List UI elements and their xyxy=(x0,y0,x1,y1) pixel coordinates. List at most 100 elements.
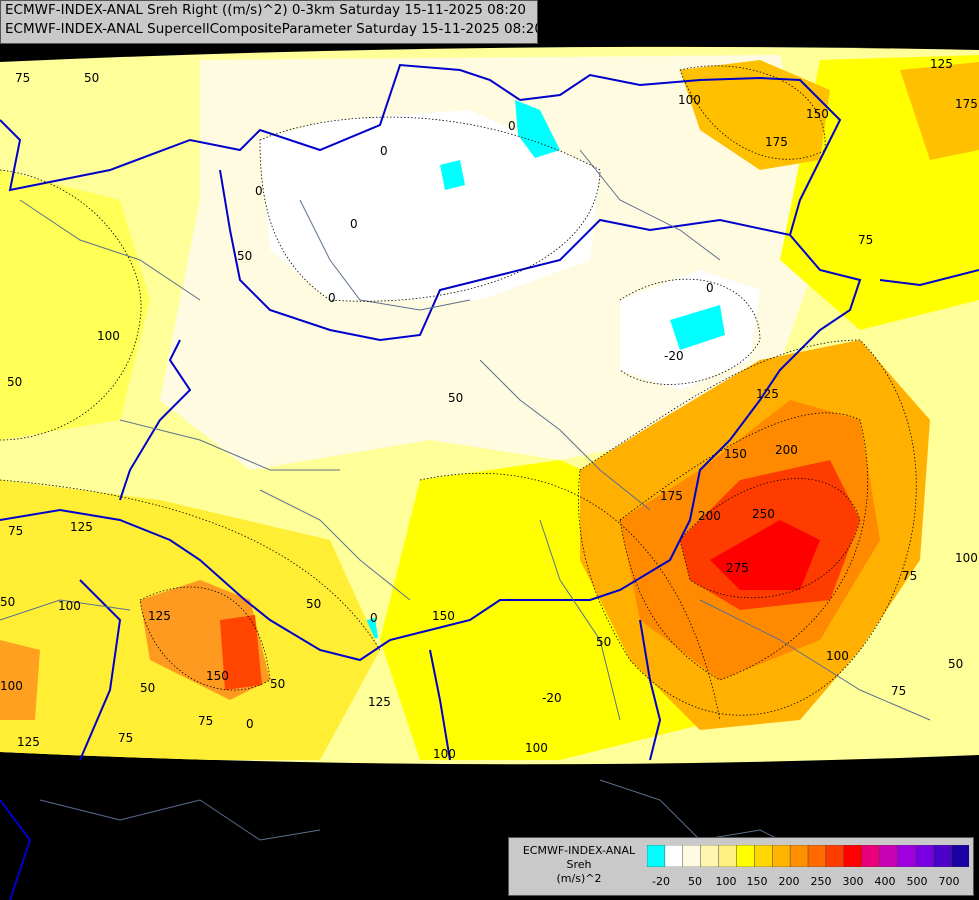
contour-label: 50 xyxy=(7,375,22,389)
legend-title: ECMWF-INDEX-ANAL Sreh (m/s)^2 xyxy=(515,844,643,886)
legend-tick: 400 xyxy=(874,875,896,888)
contour-label: 50 xyxy=(948,657,963,671)
legend-swatch xyxy=(789,845,809,867)
contour-label: 50 xyxy=(0,595,15,609)
contour-label: 100 xyxy=(955,551,978,565)
country-borders xyxy=(0,63,979,900)
legend-tick: 500 xyxy=(906,875,928,888)
sreh-negative-area xyxy=(440,160,465,190)
contour-label: 200 xyxy=(698,509,721,523)
contour-label: 50 xyxy=(596,635,611,649)
legend-tick: 150 xyxy=(746,875,768,888)
contour-label: 75 xyxy=(15,71,30,85)
legend-swatch xyxy=(950,845,969,867)
legend-swatch xyxy=(843,845,863,867)
contour-label: 75 xyxy=(198,714,213,728)
legend-swatch xyxy=(897,845,917,867)
legend-tick: -20 xyxy=(652,875,670,888)
contour-label: 50 xyxy=(140,681,155,695)
legend-swatch xyxy=(807,845,827,867)
contour-label: 100 xyxy=(525,741,548,755)
sreh-band-min xyxy=(260,110,600,300)
legend-swatch xyxy=(825,845,845,867)
contour-label: 100 xyxy=(678,93,701,107)
sreh-band-red-core xyxy=(710,520,820,590)
legend-colorbar xyxy=(647,845,969,867)
contour-label: 50 xyxy=(306,597,321,611)
legend-swatch xyxy=(647,845,666,867)
legend-tick: 200 xyxy=(778,875,800,888)
contour-label: 125 xyxy=(148,609,171,623)
header-line-sreh: ECMWF-INDEX-ANAL Sreh Right ((m/s)^2) 0-… xyxy=(5,2,527,18)
sreh-band-orange-high xyxy=(680,60,830,170)
rivers-and-provinces xyxy=(0,149,931,861)
contour-label: 50 xyxy=(448,391,463,405)
legend-tick: 300 xyxy=(842,875,864,888)
contour-label: 250 xyxy=(752,507,775,521)
contour-label: 75 xyxy=(891,684,906,698)
contour-label: 125 xyxy=(368,695,391,709)
legend-tick: 50 xyxy=(688,875,702,888)
contour-label: 150 xyxy=(724,447,747,461)
contour-label: 150 xyxy=(806,107,829,121)
sreh-band-red xyxy=(220,615,262,690)
contour-label: 0 xyxy=(255,184,263,198)
contour-label: 0 xyxy=(706,281,714,295)
contour-label: 125 xyxy=(930,57,953,71)
field-layer xyxy=(0,46,979,765)
legend-swatch xyxy=(932,845,952,867)
legend-tick: 100 xyxy=(715,875,737,888)
contour-label: 75 xyxy=(858,233,873,247)
contour-label: 50 xyxy=(237,249,252,263)
contour-label: 175 xyxy=(660,489,683,503)
sreh-negative-area xyxy=(670,305,725,350)
contour-label: 0 xyxy=(380,144,388,158)
contour-label: 75 xyxy=(902,569,917,583)
contour-label: 175 xyxy=(765,135,788,149)
contour-label: -20 xyxy=(542,691,562,705)
legend-swatch xyxy=(915,845,934,867)
legend-swatch xyxy=(754,845,773,867)
contour-label: 150 xyxy=(432,609,455,623)
contour-label: 125 xyxy=(70,520,93,534)
sreh-band-orange xyxy=(0,640,40,720)
sreh-negative-area xyxy=(515,100,560,158)
legend-tick: 700 xyxy=(938,875,960,888)
contour-label: 150 xyxy=(206,669,229,683)
contour-label: 200 xyxy=(775,443,798,457)
contour-label: 75 xyxy=(8,524,23,538)
legend-swatch xyxy=(879,845,899,867)
legend-swatch xyxy=(718,845,738,867)
contour-label: 125 xyxy=(756,387,779,401)
sreh-band-orange-high xyxy=(900,62,979,160)
legend-tick: 250 xyxy=(810,875,832,888)
contour-label: 100 xyxy=(433,747,456,761)
contour-label: 125 xyxy=(17,735,40,749)
contour-label: 100 xyxy=(58,599,81,613)
contour-label: 0 xyxy=(370,611,378,625)
contour-label: 0 xyxy=(328,291,336,305)
contour-label: 175 xyxy=(955,97,978,111)
legend-swatch xyxy=(700,845,720,867)
contour-label: 100 xyxy=(826,649,849,663)
contour-label: 0 xyxy=(350,217,358,231)
contour-lines xyxy=(0,65,917,721)
contour-label: 100 xyxy=(97,329,120,343)
legend-swatch xyxy=(682,845,702,867)
legend-swatch xyxy=(736,845,756,867)
contour-labels: 75 50 125 100 175 150 175 75 0 0 0 0 50 … xyxy=(0,57,978,761)
color-legend: ECMWF-INDEX-ANAL Sreh (m/s)^2 -20 50 100… xyxy=(508,837,974,896)
contour-label: 0 xyxy=(246,717,254,731)
contour-label: 50 xyxy=(270,677,285,691)
legend-swatch xyxy=(861,845,881,867)
map-header: ECMWF-INDEX-ANAL Sreh Right ((m/s)^2) 0-… xyxy=(0,0,543,44)
sreh-band-yellow xyxy=(0,170,150,440)
contour-label: 50 xyxy=(84,71,99,85)
legend-unit: (m/s)^2 xyxy=(556,872,602,885)
legend-parameter: Sreh xyxy=(566,858,592,871)
contour-label: 275 xyxy=(726,561,749,575)
contour-label: -20 xyxy=(664,349,684,363)
contour-label: 100 xyxy=(0,679,23,693)
